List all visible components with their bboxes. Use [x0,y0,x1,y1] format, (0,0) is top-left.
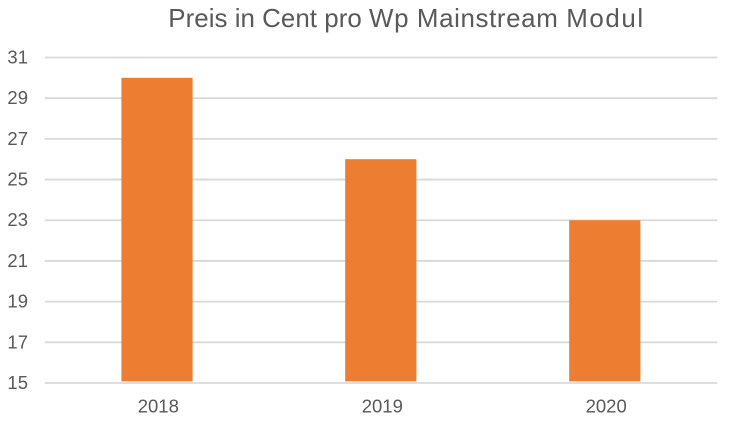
svg-text:29: 29 [7,87,28,108]
svg-text:Preis in Cent pro Wp Mainstrea: Preis in Cent pro Wp Mainstream Modul [168,5,644,33]
svg-text:2018: 2018 [138,396,179,417]
svg-text:27: 27 [7,128,28,149]
svg-text:21: 21 [7,250,28,271]
svg-text:15: 15 [7,372,28,393]
svg-text:2019: 2019 [362,396,403,417]
svg-text:31: 31 [7,46,28,67]
svg-text:2020: 2020 [586,396,627,417]
svg-text:23: 23 [7,209,28,230]
svg-text:19: 19 [7,291,28,312]
svg-text:25: 25 [7,169,28,190]
svg-text:17: 17 [7,331,28,352]
